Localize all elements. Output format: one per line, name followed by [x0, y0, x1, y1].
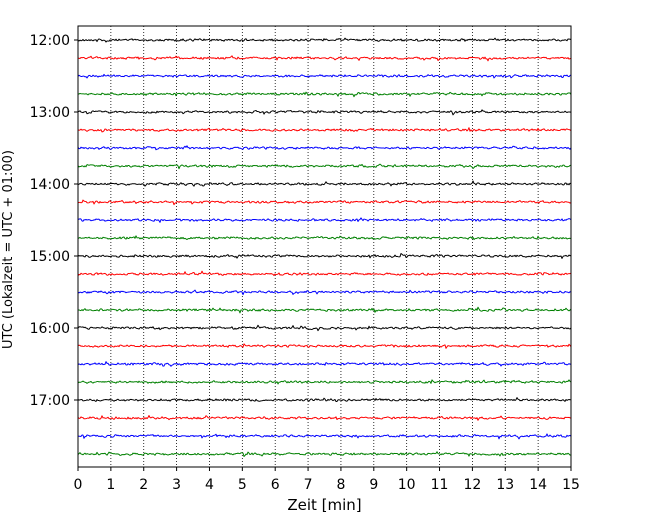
plot-frame: [77, 25, 572, 468]
trace-line: [77, 217, 572, 223]
trace-line: [77, 199, 572, 206]
y-tick-label: 16:00: [30, 321, 70, 337]
x-tick-label: 7: [304, 477, 313, 493]
trace-line: [77, 180, 572, 187]
trace-line: [77, 55, 572, 62]
trace-group: [77, 37, 572, 457]
x-tick-label: 6: [271, 477, 280, 493]
trace-line: [77, 306, 572, 314]
trace-line: [77, 415, 572, 421]
x-tick-label: 2: [139, 477, 148, 493]
x-tick-label: 5: [238, 477, 247, 493]
x-axis-ticks: 0 1 2 3 4 5 6 7 8 9 10 11 12 13 14 15: [74, 467, 580, 493]
y-tick-label: 13:00: [30, 105, 70, 121]
y-axis-title: UTC (Lokalzeit = UTC + 01:00): [1, 150, 16, 349]
x-tick-label: 15: [562, 477, 580, 493]
x-axis-title: Zeit [min]: [287, 496, 361, 514]
trace-line: [77, 324, 572, 332]
trace-line: [77, 163, 572, 170]
trace-line: [77, 270, 572, 277]
y-tick-label: 12:00: [30, 33, 70, 49]
x-tick-label: 14: [529, 477, 547, 493]
x-tick-label: 10: [398, 477, 416, 493]
trace-line: [77, 397, 572, 402]
y-axis-ticks: 12:00 13:00 14:00 15:00 16:00 17:00: [30, 33, 78, 409]
x-tick-label: 0: [74, 477, 83, 493]
trace-line: [77, 343, 572, 349]
x-tick-label: 1: [106, 477, 115, 493]
x-tick-label: 4: [205, 477, 214, 493]
x-tick-label: 8: [336, 477, 345, 493]
trace-line: [77, 451, 572, 457]
trace-line: [77, 127, 572, 133]
trace-line: [77, 379, 572, 385]
trace-line: [77, 433, 572, 440]
x-tick-label: 3: [172, 477, 181, 493]
y-tick-label: 17:00: [30, 393, 70, 409]
trace-line: [77, 145, 572, 151]
trace-line: [77, 253, 572, 259]
trace-line: [77, 235, 572, 241]
x-tick-label: 13: [496, 477, 514, 493]
x-tick-label: 12: [463, 477, 481, 493]
trace-line: [77, 37, 572, 43]
x-tick-label: 9: [369, 477, 378, 493]
vertical-grid: [110, 26, 539, 467]
y-tick-label: 15:00: [30, 249, 70, 265]
x-tick-label: 11: [431, 477, 449, 493]
trace-line: [77, 109, 572, 116]
trace-line: [77, 361, 572, 367]
trace-line: [77, 289, 572, 296]
trace-line: [77, 73, 572, 79]
trace-line: [77, 91, 572, 98]
y-tick-label: 14:00: [30, 177, 70, 193]
